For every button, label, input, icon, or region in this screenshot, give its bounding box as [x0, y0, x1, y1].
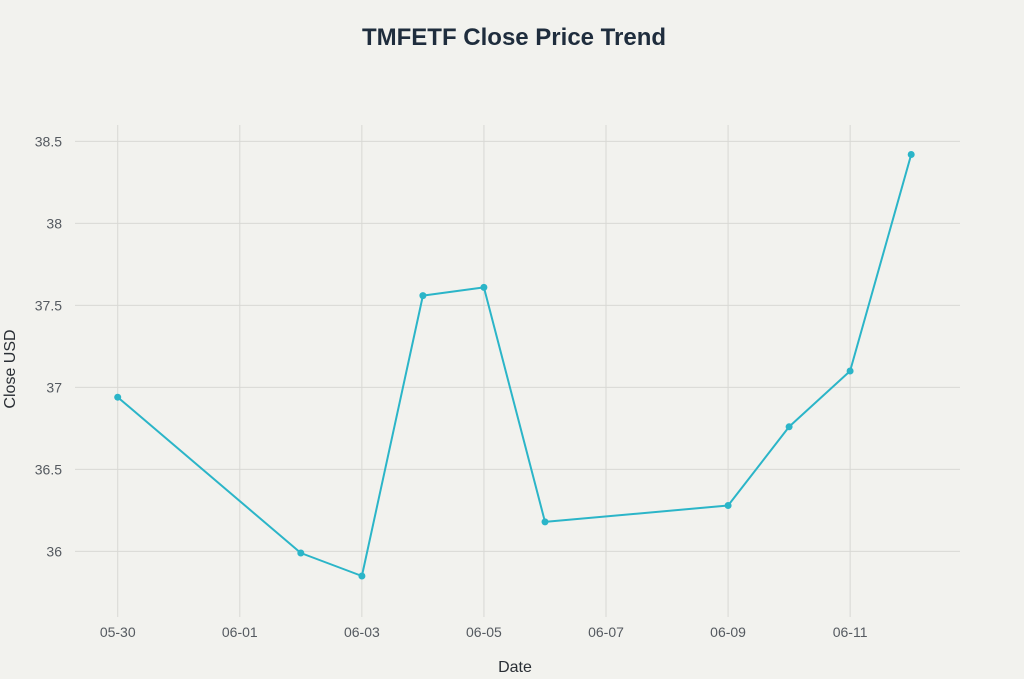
data-point — [480, 283, 488, 291]
x-tick-label: 06-07 — [588, 624, 624, 640]
x-axis-title: Date — [498, 659, 532, 676]
data-point — [419, 292, 427, 300]
x-tick-label: 05-30 — [100, 624, 136, 640]
x-axis-ticks: 05-30 06-01 06-03 06-05 06-07 06-09 06-11 — [100, 624, 868, 640]
x-tick-label: 06-09 — [710, 624, 746, 640]
y-tick-label: 38.5 — [35, 133, 62, 149]
data-point — [358, 572, 366, 580]
data-point — [114, 393, 122, 401]
y-tick-label: 37.5 — [35, 297, 62, 313]
data-point — [724, 502, 732, 509]
x-tick-label: 06-05 — [466, 624, 502, 640]
series-line — [117, 154, 913, 577]
series-layer — [114, 151, 915, 580]
y-tick-label: 36.5 — [35, 461, 62, 477]
data-point — [785, 423, 793, 431]
x-tick-label: 06-03 — [344, 624, 380, 640]
grid — [75, 125, 960, 617]
data-point — [907, 151, 915, 158]
data-point — [541, 518, 549, 526]
y-axis-title: Close USD — [2, 329, 19, 408]
x-tick-label: 06-11 — [833, 624, 868, 640]
data-point — [297, 549, 305, 557]
y-tick-label: 36 — [46, 543, 62, 559]
data-point — [846, 367, 854, 375]
y-axis-ticks: 36 36.5 37 37.5 38 38.5 — [35, 133, 62, 559]
y-tick-label: 38 — [46, 215, 62, 231]
y-tick-label: 37 — [46, 379, 62, 395]
x-tick-label: 06-01 — [222, 624, 258, 640]
chart-title: TMFETF Close Price Trend — [361, 24, 667, 51]
